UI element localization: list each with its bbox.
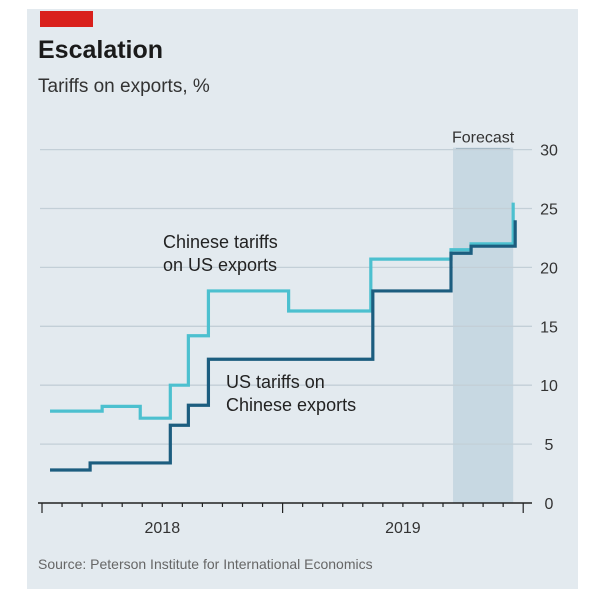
series-label-china: Chinese tariffs (163, 232, 278, 252)
y-tick-label: 10 (540, 378, 558, 395)
chart-subtitle: Tariffs on exports, % (38, 76, 210, 97)
series-line-us (50, 220, 517, 472)
brand-tab (40, 11, 93, 27)
y-tick-label: 0 (545, 496, 554, 513)
forecast-label: Forecast (452, 130, 515, 147)
x-tick-label: 2018 (145, 520, 181, 537)
series-label-china: on US exports (163, 255, 277, 275)
chart-title: Escalation (38, 36, 164, 64)
y-tick-label: 25 (540, 202, 558, 219)
y-tick-label: 30 (540, 143, 558, 160)
y-tick-label: 15 (540, 319, 558, 336)
series-line-china (50, 202, 515, 420)
y-tick-label: 20 (540, 260, 558, 277)
x-tick-label: 2019 (385, 520, 421, 537)
y-tick-label: 5 (545, 437, 554, 454)
forecast-band (453, 147, 514, 503)
series-label-us: US tariffs on (226, 372, 325, 392)
source-note: Source: Peterson Institute for Internati… (38, 556, 373, 572)
series-label-us: Chinese exports (226, 395, 356, 415)
